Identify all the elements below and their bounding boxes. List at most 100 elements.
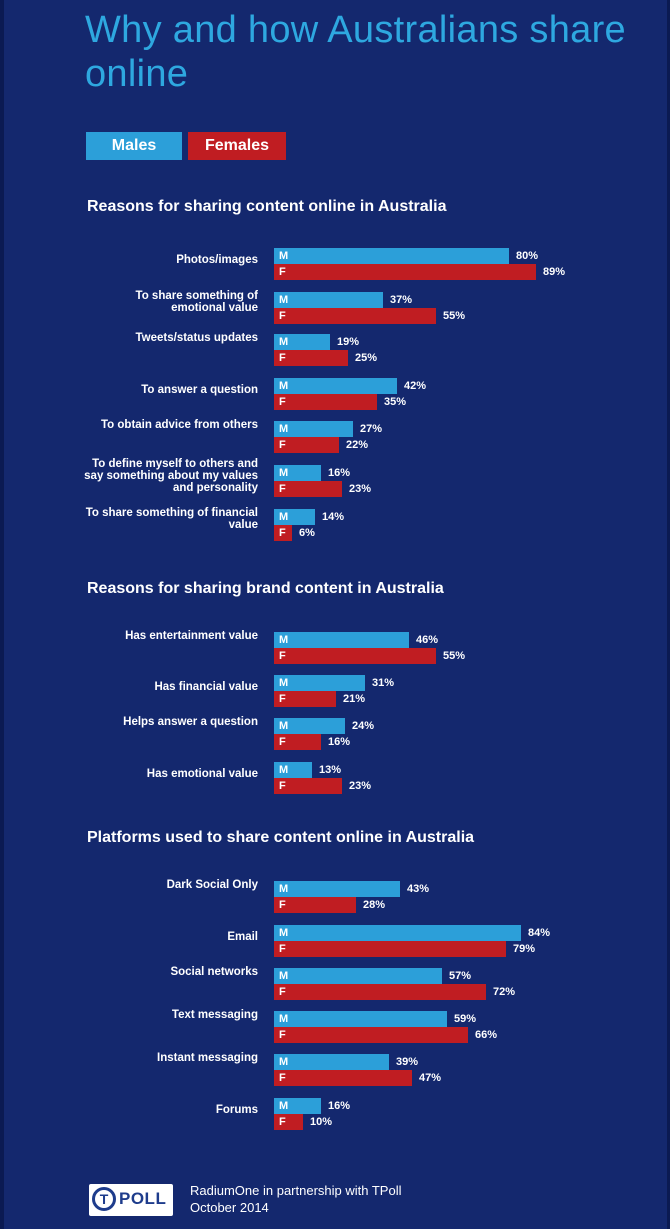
category-label: Text messaging bbox=[171, 1009, 258, 1021]
value-label: 55% bbox=[443, 310, 466, 322]
value-label: 47% bbox=[419, 1072, 442, 1084]
male-bar: M bbox=[274, 968, 442, 984]
male-bar: M bbox=[274, 248, 509, 264]
footer-text: RadiumOne in partnership with TPoll Octo… bbox=[190, 1182, 401, 1216]
male-bar: M bbox=[274, 1011, 447, 1027]
male-bar: M bbox=[274, 378, 397, 394]
category-label: Instant messaging bbox=[157, 1052, 258, 1064]
male-bar: M bbox=[274, 334, 330, 350]
value-label: 23% bbox=[349, 780, 372, 792]
bar-series-letter: M bbox=[279, 380, 289, 392]
category-label: Has entertainment value bbox=[125, 630, 258, 642]
bar-series-letter: F bbox=[279, 899, 286, 911]
value-label: 28% bbox=[363, 899, 386, 911]
value-label: 10% bbox=[310, 1116, 333, 1128]
value-label: 25% bbox=[355, 352, 378, 364]
bar-series-letter: M bbox=[279, 467, 289, 479]
male-bar: M bbox=[274, 881, 400, 897]
female-bar: F bbox=[274, 984, 486, 1000]
female-bar: F bbox=[274, 778, 342, 794]
bar-series-letter: F bbox=[279, 527, 286, 539]
legend-females: Females bbox=[188, 132, 286, 160]
value-label: 80% bbox=[516, 250, 539, 262]
bar-series-letter: F bbox=[279, 266, 286, 278]
page-title: Why and how Australians share online bbox=[85, 9, 626, 95]
bar-series-letter: M bbox=[279, 720, 289, 732]
value-label: 39% bbox=[396, 1056, 419, 1068]
category-label: Social networks bbox=[170, 966, 258, 978]
female-bar: F bbox=[274, 264, 536, 280]
female-bar: F bbox=[274, 734, 321, 750]
female-bar: F bbox=[274, 394, 377, 410]
value-label: 89% bbox=[543, 266, 566, 278]
bar-series-letter: M bbox=[279, 250, 289, 262]
left-border bbox=[0, 0, 4, 1229]
bar-series-letter: F bbox=[279, 986, 286, 998]
male-bar: M bbox=[274, 925, 521, 941]
section-title-content-reasons: Reasons for sharing content online in Au… bbox=[87, 198, 447, 215]
value-label: 6% bbox=[299, 527, 315, 539]
bar-series-letter: M bbox=[279, 336, 289, 348]
bar-series-letter: F bbox=[279, 439, 286, 451]
category-label: Email bbox=[227, 931, 258, 943]
male-bar: M bbox=[274, 762, 312, 778]
value-label: 14% bbox=[322, 511, 345, 523]
female-bar: F bbox=[274, 1027, 468, 1043]
value-label: 16% bbox=[328, 736, 351, 748]
category-label: To share something of emotional value bbox=[135, 290, 258, 314]
male-bar: M bbox=[274, 1054, 389, 1070]
bar-series-letter: M bbox=[279, 1100, 289, 1112]
section-title-brand-reasons: Reasons for sharing brand content in Aus… bbox=[87, 580, 444, 597]
bar-series-letter: M bbox=[279, 883, 289, 895]
female-bar: F bbox=[274, 941, 506, 957]
male-bar: M bbox=[274, 632, 409, 648]
bar-series-letter: M bbox=[279, 1056, 289, 1068]
female-bar: F bbox=[274, 1070, 412, 1086]
bar-series-letter: F bbox=[279, 693, 286, 705]
female-bar: F bbox=[274, 897, 356, 913]
section-title-platforms: Platforms used to share content online i… bbox=[87, 829, 475, 846]
bar-series-letter: M bbox=[279, 764, 289, 776]
male-bar: M bbox=[274, 465, 321, 481]
female-bar: F bbox=[274, 525, 292, 541]
male-bar: M bbox=[274, 675, 365, 691]
bar-series-letter: M bbox=[279, 423, 289, 435]
value-label: 59% bbox=[454, 1013, 477, 1025]
value-label: 79% bbox=[513, 943, 536, 955]
bar-series-letter: F bbox=[279, 736, 286, 748]
value-label: 72% bbox=[493, 986, 516, 998]
bar-series-letter: F bbox=[279, 780, 286, 792]
bar-series-letter: F bbox=[279, 1072, 286, 1084]
bar-series-letter: F bbox=[279, 352, 286, 364]
value-label: 19% bbox=[337, 336, 360, 348]
category-label: Has emotional value bbox=[146, 768, 258, 780]
value-label: 22% bbox=[346, 439, 369, 451]
female-bar: F bbox=[274, 350, 348, 366]
value-label: 16% bbox=[328, 467, 351, 479]
logo-circle-icon: T bbox=[92, 1187, 116, 1211]
value-label: 35% bbox=[384, 396, 407, 408]
bar-series-letter: F bbox=[279, 943, 286, 955]
value-label: 31% bbox=[372, 677, 395, 689]
value-label: 43% bbox=[407, 883, 430, 895]
bar-series-letter: F bbox=[279, 483, 286, 495]
value-label: 55% bbox=[443, 650, 466, 662]
female-bar: F bbox=[274, 691, 336, 707]
logo-text: POLL bbox=[119, 1189, 167, 1208]
male-bar: M bbox=[274, 718, 345, 734]
bar-series-letter: M bbox=[279, 927, 289, 939]
bar-series-letter: F bbox=[279, 650, 286, 662]
category-label: Forums bbox=[215, 1104, 258, 1116]
value-label: 37% bbox=[390, 294, 413, 306]
bar-series-letter: F bbox=[279, 1029, 286, 1041]
bar-series-letter: F bbox=[279, 310, 286, 322]
category-label: Photos/images bbox=[176, 254, 258, 266]
male-bar: M bbox=[274, 421, 353, 437]
category-label: Helps answer a question bbox=[123, 716, 258, 728]
male-bar: M bbox=[274, 1098, 321, 1114]
category-label: To share something of financial value bbox=[85, 507, 258, 531]
category-label: Tweets/status updates bbox=[135, 332, 259, 344]
value-label: 24% bbox=[352, 720, 375, 732]
right-border bbox=[667, 0, 670, 1229]
value-label: 27% bbox=[360, 423, 383, 435]
